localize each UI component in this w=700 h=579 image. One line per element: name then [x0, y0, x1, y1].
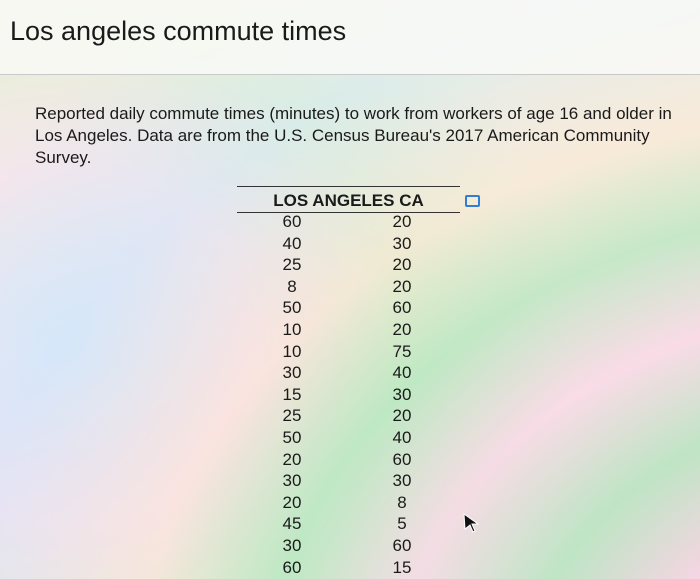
table-cell: 30	[392, 384, 412, 404]
table-cell: 40	[392, 363, 412, 383]
table-cell: 10	[282, 320, 302, 339]
table-cell: 5	[397, 514, 407, 534]
description: Reported daily commute times (minutes) t…	[35, 104, 672, 167]
table-cell: 20	[392, 212, 412, 231]
table-cell: 30	[282, 536, 302, 555]
table-cell: 15	[392, 557, 412, 577]
table-cell: 30	[392, 471, 412, 491]
table-cell: 50	[282, 428, 302, 447]
table-cell: 20	[392, 406, 412, 426]
table-cell: 20	[392, 255, 412, 275]
table-cell: 10	[282, 341, 302, 361]
table-cell: 8	[397, 492, 407, 512]
table-cell: 30	[282, 471, 302, 491]
table-cell: 60	[282, 212, 302, 231]
table-cell: 45	[282, 514, 302, 534]
table-cell: 75	[392, 341, 412, 361]
table-cell: 20	[392, 276, 412, 296]
table-cell: 30	[392, 233, 412, 253]
table-cell: 60	[392, 298, 412, 318]
table-cell: 8	[287, 276, 297, 296]
table-cell: 50	[282, 298, 302, 318]
table-cell: 40	[282, 233, 302, 253]
header-bar	[0, 0, 700, 75]
copy-icon[interactable]	[465, 195, 480, 207]
table-header: LOS ANGELES CA	[237, 186, 460, 213]
table-cell: 40	[392, 428, 412, 447]
table-cell: 15	[282, 384, 302, 404]
table-cell: 25	[282, 406, 302, 426]
table-cell: 60	[282, 557, 302, 577]
title: Los angeles commute times	[10, 16, 347, 46]
table-cell: 25	[282, 255, 302, 275]
table-cell: 60	[392, 536, 412, 555]
table-cell: 20	[282, 449, 302, 469]
table-cell: 30	[282, 363, 302, 383]
cursor	[463, 512, 480, 533]
table-cell: 20	[392, 320, 412, 339]
table-cell: 60	[392, 449, 412, 469]
table-cell: 20	[282, 492, 302, 512]
